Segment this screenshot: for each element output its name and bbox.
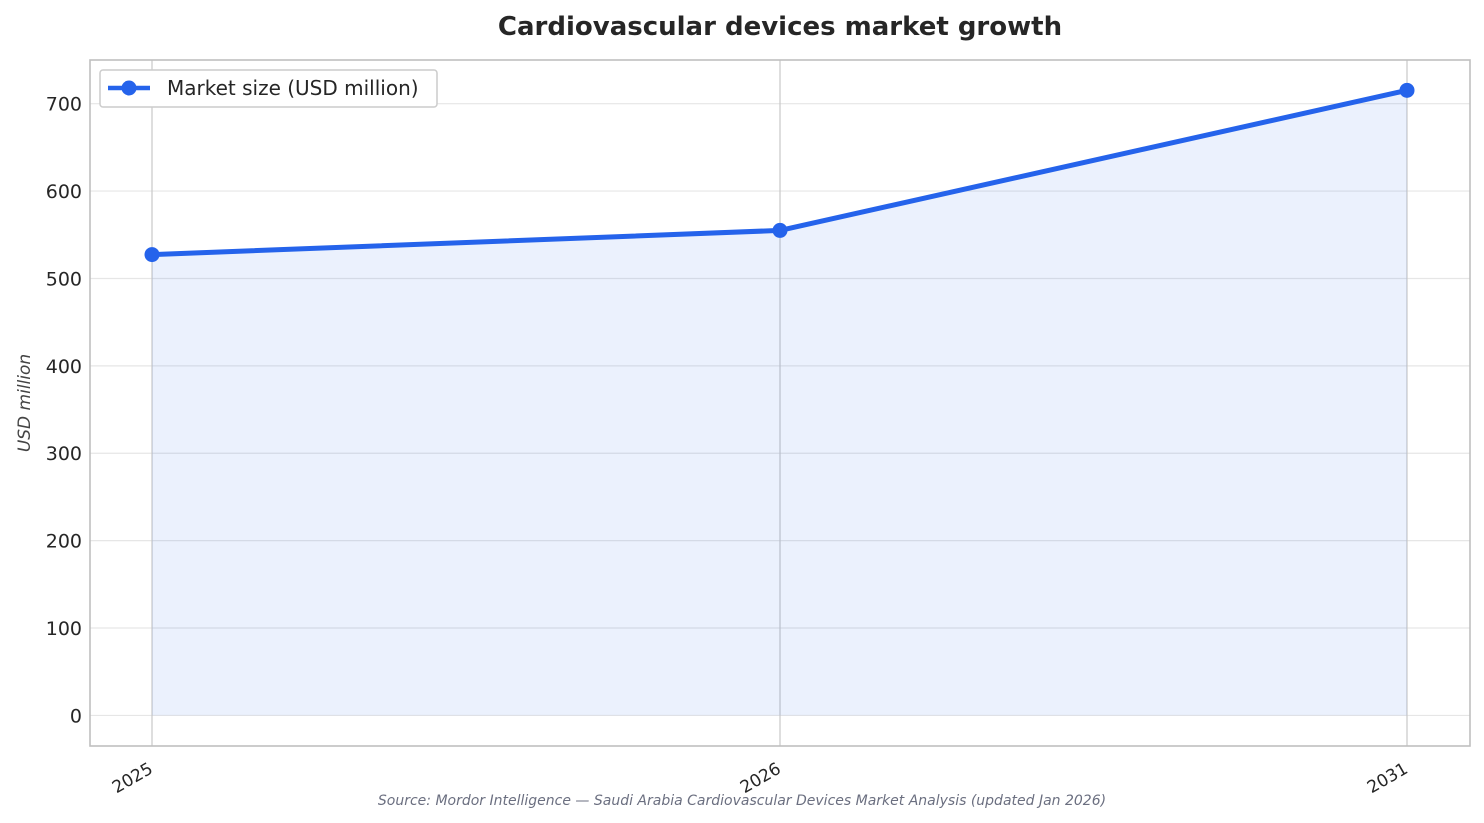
data-point bbox=[144, 247, 160, 263]
y-axis-label: USD million bbox=[15, 354, 35, 452]
y-tick-label: 300 bbox=[46, 443, 82, 465]
source-note: Source: Mordor Intelligence — Saudi Arab… bbox=[378, 793, 1106, 809]
y-tick-label: 600 bbox=[46, 181, 82, 203]
legend-box bbox=[99, 69, 438, 108]
area-fill bbox=[152, 90, 1407, 716]
y-tick-label: 400 bbox=[46, 356, 82, 378]
legend: Market size (USD million) bbox=[99, 69, 438, 108]
y-tick-label: 700 bbox=[46, 94, 82, 116]
data-points bbox=[144, 82, 1415, 263]
vertical-gridlines bbox=[151, 60, 1408, 746]
legend-marker bbox=[121, 80, 137, 96]
y-tick-label: 0 bbox=[70, 705, 82, 727]
chart-title: Cardiovascular devices market growth bbox=[498, 12, 1062, 42]
plot-frame bbox=[89, 59, 1471, 747]
y-tick-label: 500 bbox=[46, 268, 82, 290]
y-axis-ticks: 0 100 200 300 400 500 600 700 bbox=[46, 94, 82, 728]
y-tick-label: 200 bbox=[46, 531, 82, 553]
x-tick-label: 2025 bbox=[109, 759, 156, 798]
x-tick-label: 2031 bbox=[1364, 759, 1411, 798]
legend-label: Market size (USD million) bbox=[167, 76, 419, 100]
data-point bbox=[772, 222, 788, 238]
y-tick-label: 100 bbox=[46, 618, 82, 640]
data-point bbox=[1399, 82, 1415, 98]
